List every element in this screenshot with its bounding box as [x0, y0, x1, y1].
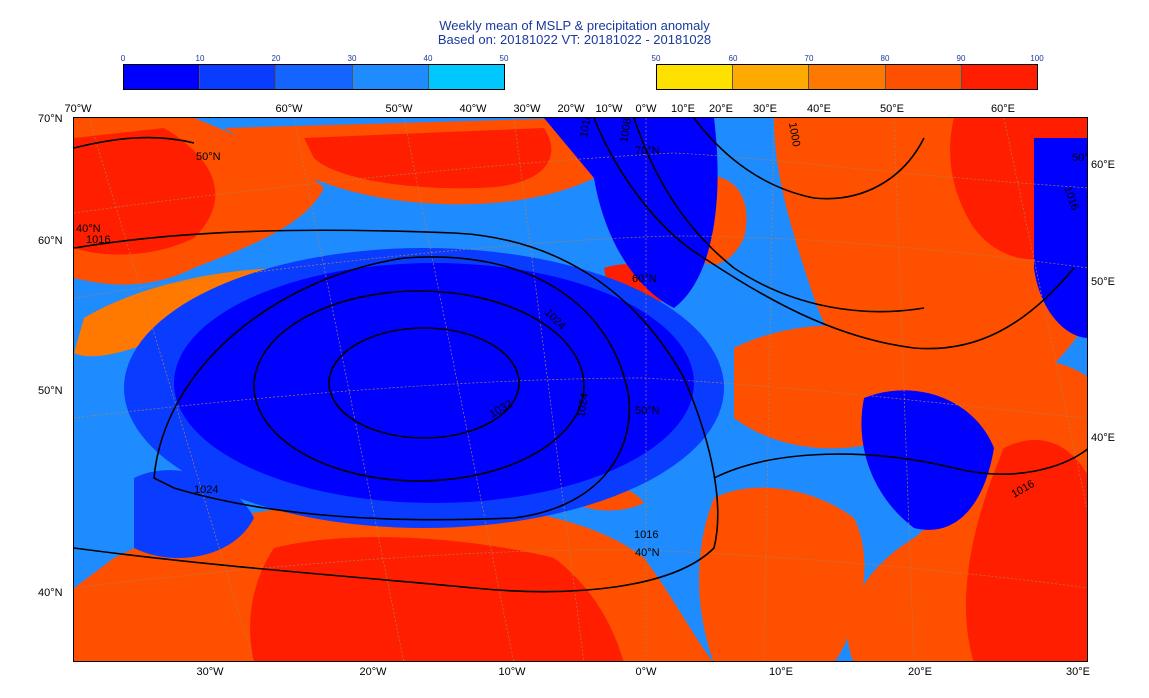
legend-tick: 0 — [120, 54, 126, 63]
isobar-1024-inner — [253, 290, 585, 482]
legend-color-swatch — [733, 65, 810, 89]
axis-label-top: 30°E — [753, 103, 777, 115]
axis-label-bottom: 30°W — [196, 666, 224, 678]
axis-label-bottom: 10°W — [498, 666, 526, 678]
legend-tick: 10 — [195, 54, 205, 63]
axis-label-top: 40°E — [807, 103, 831, 115]
graticule-label: 40°N — [635, 547, 660, 559]
isobar-label: 1000 — [786, 121, 802, 147]
axis-label-top: 20°W — [557, 103, 585, 115]
axis-label-bottom: 30°E — [1066, 666, 1090, 678]
legend-color-swatch — [124, 65, 201, 89]
isobar-1016-west — [74, 229, 719, 593]
isobar-label: 1016 — [86, 234, 110, 246]
graticule-label: 40°N — [76, 223, 101, 235]
axis-label-top: 10°W — [595, 103, 623, 115]
isobar-label: 1024 — [194, 484, 218, 496]
isobar-1024 — [153, 256, 631, 521]
axis-label-top: 60°E — [991, 103, 1015, 115]
axis-label-left: 50°N — [38, 385, 63, 397]
legend-color-swatch — [809, 65, 886, 89]
wet-anomaly-areas — [74, 118, 1087, 661]
axis-label-top: 60°W — [275, 103, 303, 115]
legend-color-swatch — [428, 65, 505, 89]
axis-label-bottom: 20°E — [908, 666, 932, 678]
axis-label-top: 40°W — [459, 103, 487, 115]
map-subtitle: Based on: 20181022 VT: 20181022 - 201810… — [437, 32, 712, 47]
legend-tick: 20 — [271, 54, 281, 63]
axis-label-bottom: 0°W — [635, 666, 657, 678]
legend-tick: 50 — [651, 54, 661, 63]
axis-label-top: 20°E — [709, 103, 733, 115]
isobar-label: 1024 — [575, 392, 591, 418]
isobar-1016-nw — [74, 136, 195, 149]
legend-color-swatch — [352, 65, 429, 89]
legend-tick: 80 — [880, 54, 890, 63]
axis-label-bottom: 10°E — [769, 666, 793, 678]
axis-label-top: 70°W — [64, 103, 92, 115]
axis-label-top: 10°E — [671, 103, 695, 115]
isobars — [74, 118, 1087, 593]
axis-label-left: 60°N — [38, 235, 63, 247]
graticule-labels: 50°N 40°N 50°N 60°N 70°N 50°N 40°N — [76, 145, 1088, 559]
graticule-label: 70°N — [635, 145, 660, 157]
legend-tick: 50 — [499, 54, 509, 63]
axis-label-left: 70°N — [38, 113, 63, 125]
legend-color-swatch — [276, 65, 353, 89]
map-title: Weekly mean of MSLP & precipitation anom… — [439, 18, 710, 33]
legend-colorbar-wet — [656, 64, 1038, 90]
legend-color-swatch — [657, 65, 734, 89]
legend-tick: 30 — [347, 54, 357, 63]
axis-label-bottom: 20°W — [359, 666, 387, 678]
axis-label-right: 40°E — [1091, 432, 1115, 444]
graticule-label: 50°N — [196, 151, 221, 163]
graticule-label: 50°N — [635, 405, 660, 417]
legend-tick: 70 — [804, 54, 814, 63]
axis-label-top: 0°W — [635, 103, 657, 115]
isobar-1016-north — [593, 118, 1075, 350]
isobar-1008 — [633, 118, 925, 313]
graticule-label: 50°N — [1072, 152, 1088, 164]
isobar-label: 1016 — [578, 118, 594, 139]
axis-label-right: 60°E — [1091, 159, 1115, 171]
legend-colorbar-dry — [123, 64, 505, 90]
axis-label-top: 50°W — [385, 103, 413, 115]
legend-tick: 60 — [728, 54, 738, 63]
legend-color-swatch — [200, 65, 277, 89]
isobar-1000 — [693, 118, 925, 200]
graticule-label: 60°N — [632, 273, 657, 285]
isobar-label: 1016 — [634, 529, 658, 541]
legend-tick: 40 — [423, 54, 433, 63]
legend-tick: 100 — [1030, 54, 1044, 63]
legend-color-swatch — [885, 65, 962, 89]
map-panel: 1008 1016 1016 1016 1016 1016 1000 1024 … — [73, 117, 1088, 662]
isobar-label: 1008 — [618, 118, 634, 144]
axis-label-top: 30°W — [513, 103, 541, 115]
axis-label-left: 40°N — [38, 587, 63, 599]
axis-label-right: 50°E — [1091, 276, 1115, 288]
anomaly-map: 1008 1016 1016 1016 1016 1016 1000 1024 … — [74, 118, 1088, 661]
graticule — [74, 118, 1087, 661]
isobar-1016-east — [713, 448, 1087, 479]
legend-tick: 90 — [956, 54, 966, 63]
dry-anomaly-areas — [124, 118, 1087, 558]
axis-label-top: 50°E — [880, 103, 904, 115]
legend-color-swatch — [961, 65, 1038, 89]
isobar-1032 — [328, 327, 520, 439]
